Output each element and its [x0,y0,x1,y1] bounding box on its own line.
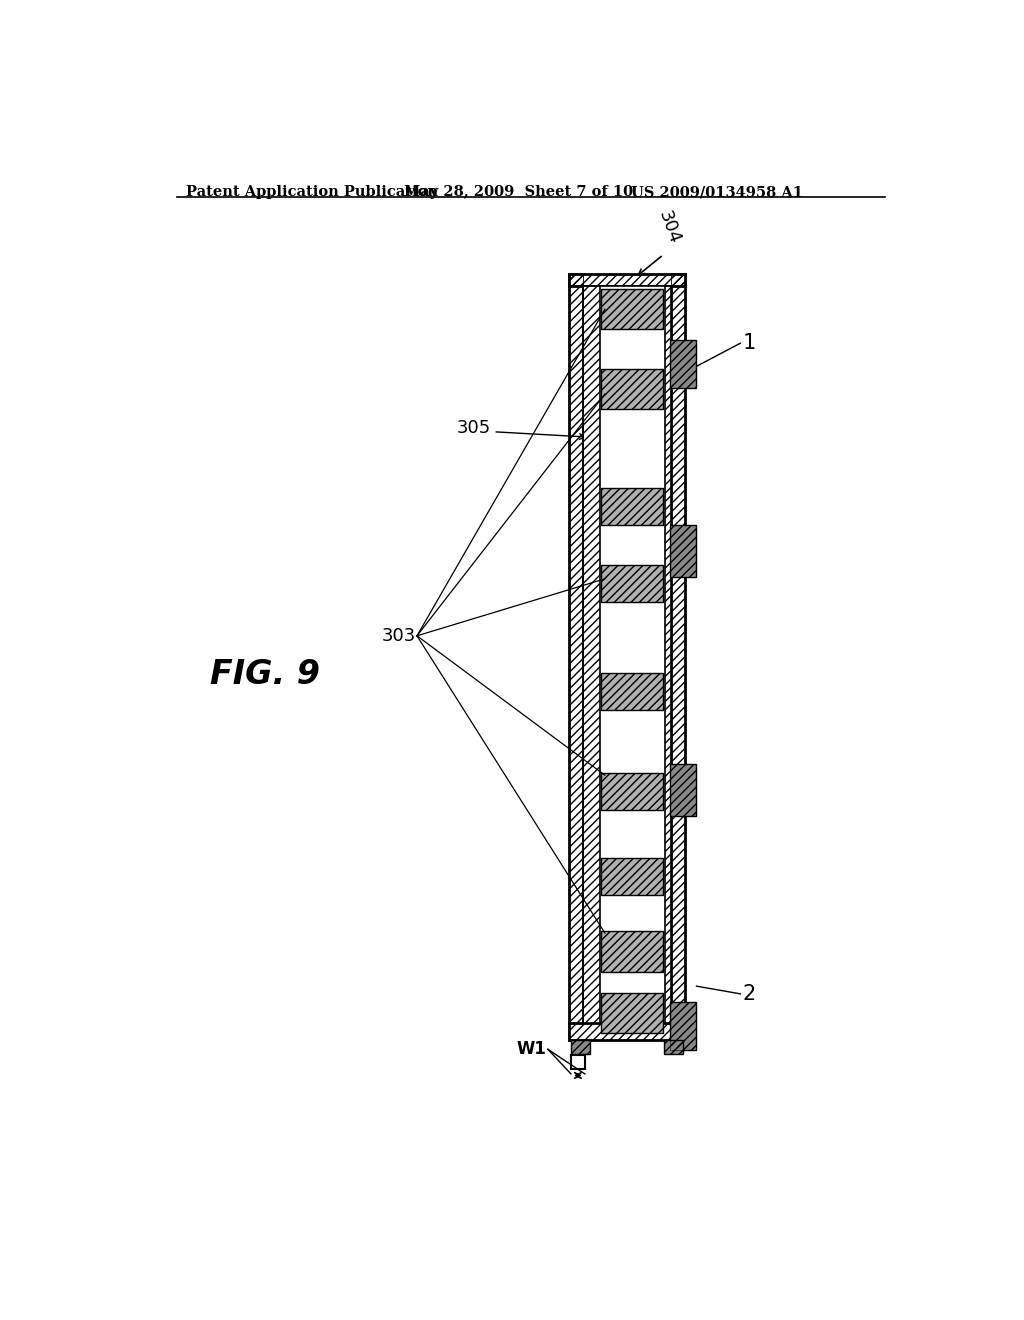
Bar [601,774,664,810]
Bar [601,858,664,895]
Bar [671,763,695,816]
Bar [571,1040,590,1053]
Bar [601,932,664,972]
Bar [671,763,695,816]
Text: W1: W1 [516,1040,547,1059]
Bar [601,565,664,602]
Text: 303: 303 [381,627,416,644]
Bar [601,565,664,602]
Text: 1: 1 [742,333,756,354]
Bar [601,289,664,329]
Bar [671,1002,695,1051]
Bar [569,275,685,286]
Bar [601,673,664,710]
Text: US 2009/0134958 A1: US 2009/0134958 A1 [631,185,803,199]
Bar [671,341,695,388]
Bar [571,1040,590,1053]
Bar [601,858,664,895]
Bar [569,1023,685,1040]
Bar [600,286,665,1023]
Bar [671,341,695,388]
Bar [671,275,685,1040]
Bar [601,673,664,710]
Bar [601,993,664,1034]
Bar [601,289,664,329]
Bar [671,1002,695,1051]
Bar [601,993,664,1034]
Bar [601,488,664,525]
Bar [665,1040,683,1053]
Text: 305: 305 [457,418,490,437]
Bar [584,286,671,1023]
Bar [601,774,664,810]
Bar [671,525,695,577]
Bar [571,1056,585,1069]
Text: 2: 2 [742,983,756,1003]
Bar [584,286,671,1023]
Text: FIG. 9: FIG. 9 [210,657,321,690]
Bar [569,1023,685,1040]
Text: Patent Application Publication: Patent Application Publication [186,185,438,199]
Bar [569,275,584,1040]
Bar [601,370,664,409]
Bar [569,275,685,286]
Bar [601,932,664,972]
Bar [665,1040,683,1053]
Bar [601,370,664,409]
Bar [671,525,695,577]
Text: 304: 304 [655,209,684,247]
Bar [601,488,664,525]
Bar [569,275,584,1040]
Bar [671,275,685,1040]
Text: May 28, 2009  Sheet 7 of 10: May 28, 2009 Sheet 7 of 10 [403,185,633,199]
